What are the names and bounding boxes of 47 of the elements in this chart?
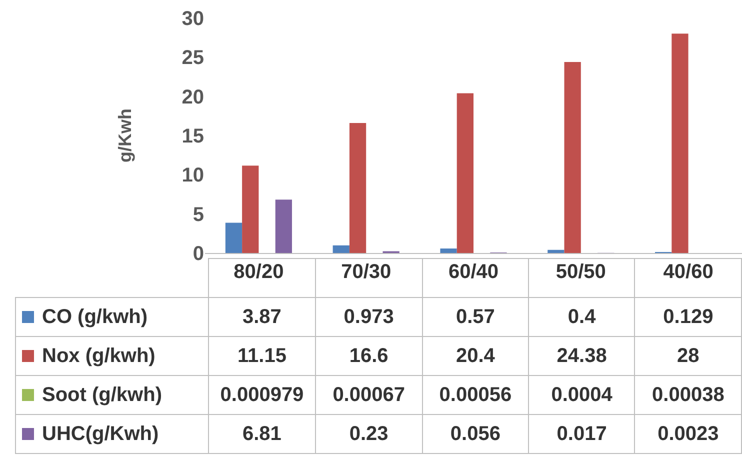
data-label: 0.017 bbox=[528, 414, 635, 454]
data-label: 0.00067 bbox=[316, 376, 422, 414]
x-tick-label: 50/50 bbox=[556, 261, 606, 283]
data-label: 0.000979 bbox=[208, 376, 316, 414]
data-label: 0.23 bbox=[316, 414, 422, 454]
legend-label: Nox (g/kwh) bbox=[16, 336, 208, 376]
y-tick-label: 20 bbox=[182, 86, 204, 108]
y-axis-title: g/Kwh bbox=[114, 108, 135, 162]
data-label: 0.973 bbox=[316, 298, 422, 336]
data-label: 24.38 bbox=[528, 336, 635, 376]
y-tick-label: 0 bbox=[192, 243, 204, 265]
data-label: 3.87 bbox=[208, 298, 316, 336]
x-tick-label: 70/30 bbox=[341, 261, 392, 283]
data-label: 20.4 bbox=[422, 336, 529, 376]
bar bbox=[440, 248, 457, 253]
data-label: 11.15 bbox=[208, 336, 316, 376]
x-tick-label: 80/20 bbox=[234, 261, 284, 283]
data-label: 16.6 bbox=[316, 336, 422, 376]
legend-label: UHC(g/Kwh) bbox=[16, 414, 208, 454]
bar bbox=[672, 34, 688, 253]
bar bbox=[332, 245, 350, 253]
data-label: 0.129 bbox=[634, 298, 742, 336]
data-label: 0.4 bbox=[528, 298, 635, 336]
bar bbox=[225, 222, 242, 253]
x-tick-label: 60/40 bbox=[448, 261, 499, 283]
y-tick-label: 10 bbox=[182, 164, 204, 187]
x-tick-label: 40/60 bbox=[663, 261, 714, 283]
y-tick-label: 5 bbox=[192, 204, 204, 226]
y-tick-label: 15 bbox=[182, 126, 204, 148]
data-label: 0.056 bbox=[422, 414, 529, 454]
data-label: 0.00038 bbox=[634, 376, 742, 414]
legend-label: CO (g/kwh) bbox=[16, 298, 208, 336]
bar bbox=[242, 166, 259, 253]
y-tick-label: 30 bbox=[182, 8, 204, 30]
data-label: 6.81 bbox=[208, 414, 316, 454]
bar bbox=[456, 93, 474, 253]
data-label: 0.00056 bbox=[422, 376, 529, 414]
data-label: 0.0023 bbox=[634, 414, 742, 454]
bar bbox=[548, 250, 564, 253]
y-tick-label: 25 bbox=[182, 47, 204, 70]
legend-label: Soot (g/kwh) bbox=[16, 376, 208, 414]
data-label: 28 bbox=[634, 336, 742, 376]
data-label: 0.57 bbox=[422, 298, 529, 336]
bar bbox=[275, 200, 292, 253]
bar bbox=[349, 122, 366, 253]
data-label: 0.0004 bbox=[528, 376, 635, 414]
bar bbox=[564, 62, 581, 253]
